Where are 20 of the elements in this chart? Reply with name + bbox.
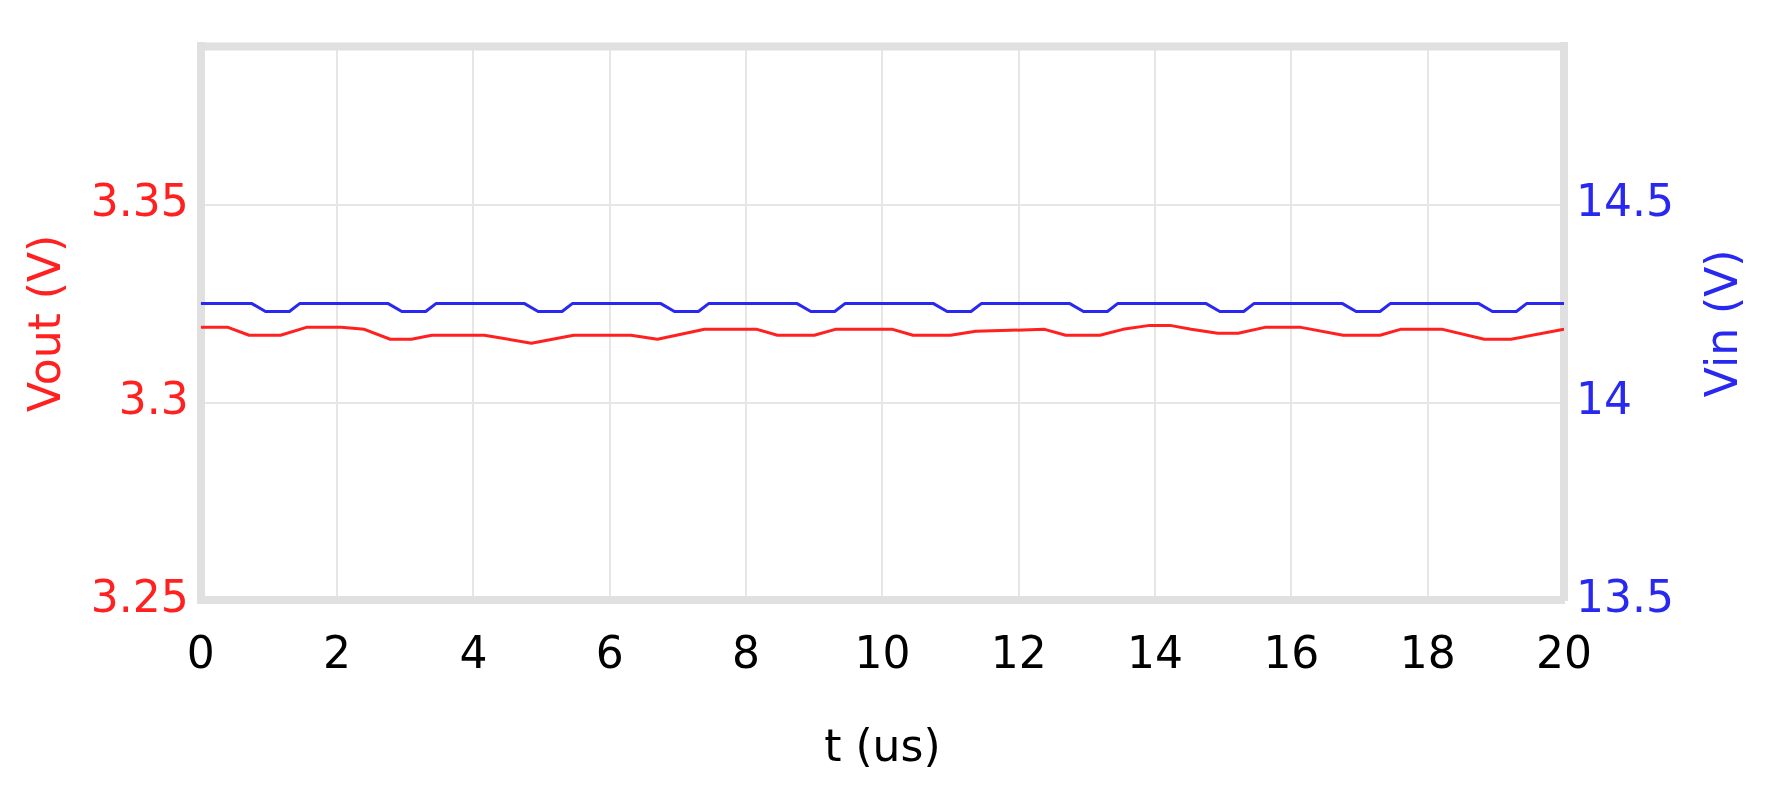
y2-tick-label: 14.5 — [1576, 175, 1674, 227]
x-tick-label: 18 — [1399, 627, 1456, 679]
x-tick-label: 10 — [854, 627, 911, 679]
y-tick-label: 3.25 — [90, 570, 189, 622]
y2-axis-title: Vin (V) — [1696, 249, 1748, 398]
x-axis-title: t (us) — [824, 720, 941, 772]
x-tick-label: 0 — [186, 627, 215, 679]
y-tick-label: 3.3 — [118, 372, 189, 424]
y-tick-label: 3.35 — [90, 175, 189, 227]
y2-tick-label: 14 — [1576, 372, 1633, 424]
x-tick-label: 2 — [323, 627, 352, 679]
y2-tick-label: 13.5 — [1576, 570, 1674, 622]
x-tick-label: 6 — [595, 627, 624, 679]
x-tick-label: 12 — [990, 627, 1047, 679]
x-tick-label: 8 — [732, 627, 761, 679]
x-tick-label: 16 — [1263, 627, 1320, 679]
y-axis-title: Vout (V) — [18, 234, 70, 412]
x-tick-label: 4 — [459, 627, 488, 679]
x-tick-label: 14 — [1127, 627, 1184, 679]
x-tick-label: 20 — [1536, 627, 1593, 679]
